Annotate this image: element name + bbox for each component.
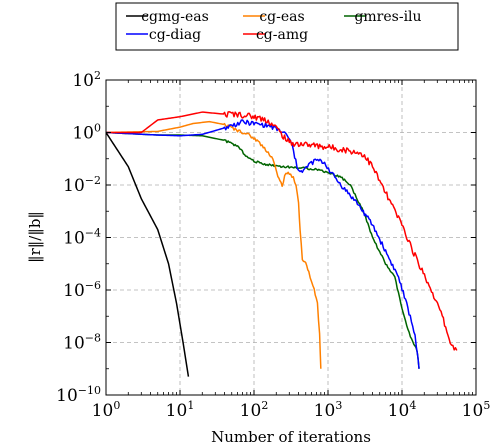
x-tick-label: 103 xyxy=(314,399,343,421)
y-tick-exponent: −10 xyxy=(78,384,101,397)
legend-item-cg-eas: cg-eas xyxy=(243,9,305,25)
legend: cgmg-eas cg-eas gmres-ilu cg-diag cg-amg xyxy=(115,2,459,51)
y-tick-exponent: −2 xyxy=(85,174,101,187)
y-tick-label: 10−4 xyxy=(63,227,101,249)
x-axis-label: Number of iterations xyxy=(211,428,371,446)
y-tick-exponent: 0 xyxy=(94,122,101,135)
x-tick-label: 100 xyxy=(92,399,121,421)
y-tick-label: 102 xyxy=(72,69,101,91)
legend-item-gmres-ilu: gmres-ilu xyxy=(344,9,422,25)
legend-label: cg-eas xyxy=(259,9,304,25)
legend-item-cg-amg: cg-amg xyxy=(243,27,308,43)
y-tick-label: 10−6 xyxy=(63,279,101,301)
y-tick-label: 10−2 xyxy=(63,174,101,196)
x-tick-label: 102 xyxy=(240,399,269,421)
y-axis-label: ‖r‖/‖b‖ xyxy=(26,211,44,263)
y-tick-label: 100 xyxy=(72,122,101,144)
series-line-cgmg-eas xyxy=(105,132,190,377)
series-line-cg-amg xyxy=(106,111,458,351)
legend-label: gmres-ilu xyxy=(354,9,421,25)
y-tick-exponent: −4 xyxy=(85,227,101,240)
x-tick-label: 101 xyxy=(166,399,195,421)
series-line-cg-eas xyxy=(105,120,322,369)
x-tick-exponent: 2 xyxy=(261,399,268,412)
series-group xyxy=(105,111,458,377)
y-tick-exponent: −8 xyxy=(85,332,101,345)
grid xyxy=(106,80,476,395)
x-tick-exponent: 5 xyxy=(483,399,490,412)
legend-item-cgmg-eas: cgmg-eas xyxy=(126,9,209,25)
legend-label: cg-diag xyxy=(149,27,201,43)
x-tick-exponent: 4 xyxy=(409,399,416,412)
x-tick-exponent: 1 xyxy=(187,399,194,412)
series-line-gmres-ilu xyxy=(105,131,420,369)
x-tick-label: 104 xyxy=(388,399,417,421)
legend-label: cg-amg xyxy=(256,27,308,43)
x-tick-exponent: 0 xyxy=(113,399,120,412)
x-tick-exponent: 3 xyxy=(335,399,342,412)
y-tick-exponent: −6 xyxy=(85,279,101,292)
legend-label: cgmg-eas xyxy=(141,9,209,25)
legend-box xyxy=(115,2,459,51)
ticks: 100 101 102 103 104 10510210010−210−410−610−8… xyxy=(56,69,490,421)
y-tick-exponent: 2 xyxy=(94,69,101,82)
legend-item-cg-diag: cg-diag xyxy=(126,27,201,43)
series-line-cg-diag xyxy=(105,119,420,369)
x-tick-label: 105 xyxy=(462,399,491,421)
y-tick-label: 10−8 xyxy=(63,332,101,354)
